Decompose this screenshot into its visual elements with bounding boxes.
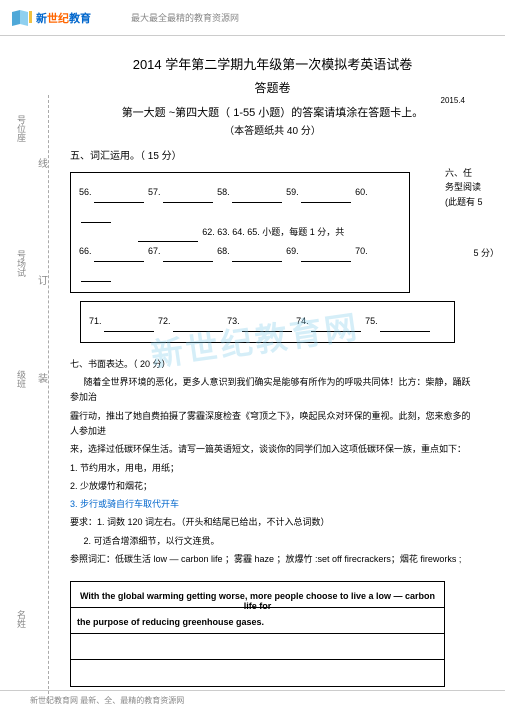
essay-answer-box: With the global warming getting worse, m… [70, 581, 445, 687]
essay-req: 要求：1. 词数 120 词左右。（开头和结尾已给出，不计入总词数） [70, 515, 475, 530]
exam-subtitle: 答题卷 [70, 79, 475, 96]
blank [81, 271, 111, 282]
exam-title: 2014 学年第二学期九年级第一次模拟考英语试卷 [70, 54, 475, 73]
essay-point: 2. 少放爆竹和烟花； [70, 479, 475, 494]
blank [94, 192, 144, 203]
essay-line: With the global warming getting worse, m… [71, 582, 444, 608]
answer-row: 66. 67. 68. 69. 70. [79, 242, 401, 282]
essay-point: 1. 节约用水，用电，用纸； [70, 461, 475, 476]
answer-row: 56. 57. 58. 59. 60. [79, 183, 401, 223]
blank [232, 192, 282, 203]
logo: 新世纪教育 [10, 9, 91, 27]
q-num: 72. [158, 316, 171, 326]
section6-points: 5 分） [473, 246, 499, 259]
section7: 七、书面表达。（ 20 分） 随着全世界环境的恶化，更多人意识到我们确实是能够有… [70, 357, 475, 568]
q-num: 73. [227, 316, 240, 326]
answer-box-1: 56. 57. 58. 59. 60. 62. 63. 64. 65. 小题，每… [70, 172, 410, 293]
q-num: 68. [217, 246, 230, 256]
q-middle: 62. 63. 64. 65. 小题，每题 1 分，共 [202, 227, 344, 237]
exam-date: 2015.4 [441, 96, 465, 105]
essay-req: 2. 可适合增添细节，以行文连贯。 [70, 534, 475, 549]
blank [94, 251, 144, 262]
blank [232, 251, 282, 262]
instruction: 第一大题 ~第四大题（ 1-55 小题）的答案请填涂在答题卡上。 [70, 104, 475, 120]
q-num: 60. [355, 187, 368, 197]
page-content: 2014 学年第二学期九年级第一次模拟考英语试卷 答题卷 2015.4 第一大题… [0, 36, 505, 687]
sub-instruction: （本答题纸共 40 分） [70, 122, 475, 137]
blank [380, 321, 430, 332]
note-line: 六、任 [445, 166, 499, 180]
essay-line: the purpose of reducing greenhouse gases… [71, 608, 444, 634]
q-num: 66. [79, 246, 92, 256]
section7-label: 七、书面表达。（ 20 分） [70, 357, 475, 372]
answer-row: 71. 72. 73. 74. 75. [89, 312, 446, 332]
blank [104, 321, 154, 332]
essay-prompt: 随着全世界环境的恶化，更多人意识到我们确实是能够有所作为的呼吸共同体！比方：柴静… [70, 375, 475, 406]
q-num: 70. [355, 246, 368, 256]
blank [81, 212, 111, 223]
essay-point: 3. 步行或骑自行车取代开车 [70, 497, 475, 512]
section6-note: 六、任 务型阅读 (此题有 5 [445, 166, 499, 209]
q-num: 58. [217, 187, 230, 197]
essay-prompt: 霾行动，推出了她自费拍摄了雾霾深度检查《穹顶之下》，唤起民众对环保的重视。此刻，… [70, 409, 475, 440]
q-num: 67. [148, 246, 161, 256]
answer-box-2: 71. 72. 73. 74. 75. [80, 301, 455, 343]
book-icon [10, 9, 34, 27]
q-num: 56. [79, 187, 92, 197]
q-num: 69. [286, 246, 299, 256]
essay-line [71, 634, 444, 660]
blank [311, 321, 361, 332]
q-num: 59. [286, 187, 299, 197]
blank [163, 251, 213, 262]
blank [242, 321, 292, 332]
note-line: (此题有 5 [445, 195, 499, 209]
tagline: 最大最全最精的教育资源网 [131, 11, 239, 24]
q-num: 74. [296, 316, 309, 326]
header: 新世纪教育 最大最全最精的教育资源网 [0, 0, 505, 36]
blank [301, 251, 351, 262]
q-num: 75. [365, 316, 378, 326]
q-num: 71. [89, 316, 102, 326]
essay-ref: 参照词汇：低碳生活 low — carbon life ；雾霾 haze ；放爆… [70, 552, 475, 567]
footer: 新世纪教育网 最新、全、最精的教育资源网 [0, 690, 505, 710]
answer-row: 62. 63. 64. 65. 小题，每题 1 分，共 [79, 223, 401, 243]
q-num: 57. [148, 187, 161, 197]
note-line: 务型阅读 [445, 180, 499, 194]
logo-text: 新世纪教育 [36, 10, 91, 26]
section5-label: 五、词汇运用。（ 15 分） [70, 147, 475, 162]
essay-prompt: 来，选择过低碳环保生活。请写一篇英语短文，谈谈你的同学们加入这项低碳环保一族，重… [70, 442, 475, 457]
essay-line [71, 660, 444, 686]
blank [138, 231, 198, 242]
blank [301, 192, 351, 203]
blank [173, 321, 223, 332]
blank [163, 192, 213, 203]
